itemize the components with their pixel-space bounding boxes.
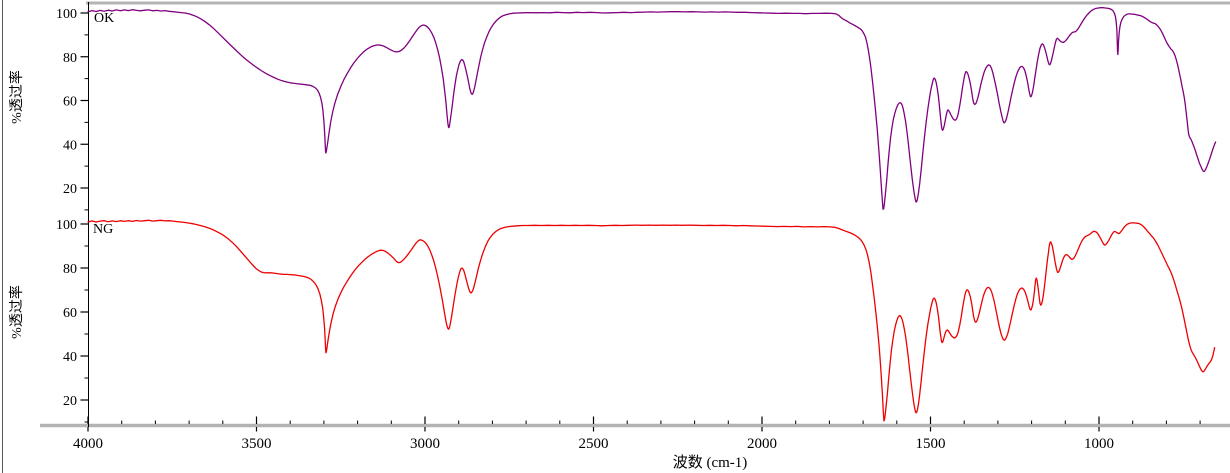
y-tick-label: 80 xyxy=(63,262,77,277)
x-axis: 4000 3500 3000 2500 2000 1500 1000 xyxy=(73,416,1201,452)
y-tick-label: 100 xyxy=(56,218,77,233)
y-tick-label: 60 xyxy=(63,95,77,110)
x-tick-label: 2000 xyxy=(747,436,777,452)
x-axis-title: 波数 (cm-1) xyxy=(672,455,748,471)
ng-curve xyxy=(87,219,1216,422)
x-tick-label: 3000 xyxy=(410,436,440,452)
y-axis-title-top: %透过率 xyxy=(10,70,25,124)
ng-curve-label: NG xyxy=(93,222,114,237)
x-tick-label: 3500 xyxy=(242,436,272,452)
x-tick-label: 2500 xyxy=(579,436,609,452)
y-tick-label: 80 xyxy=(63,51,77,66)
x-tick-label: 1500 xyxy=(916,436,946,452)
ok-curve xyxy=(87,7,1217,210)
x-tick-label: 4000 xyxy=(73,436,103,452)
y-tick-label: 60 xyxy=(63,306,77,321)
x-tick-label: 1000 xyxy=(1084,436,1114,452)
y-tick-label: 20 xyxy=(63,182,77,197)
ok-y-axis: 100 80 60 40 20 xyxy=(56,7,88,211)
y-tick-label: 100 xyxy=(56,7,77,22)
ok-curve-label: OK xyxy=(94,11,115,26)
y-tick-label: 20 xyxy=(63,394,77,409)
window-left-border xyxy=(2,0,3,473)
ng-y-axis: 100 80 60 40 20 xyxy=(56,218,88,423)
y-axis-title-bottom: %透过率 xyxy=(10,285,25,339)
y-tick-label: 40 xyxy=(63,138,77,153)
y-tick-label: 40 xyxy=(63,350,77,365)
